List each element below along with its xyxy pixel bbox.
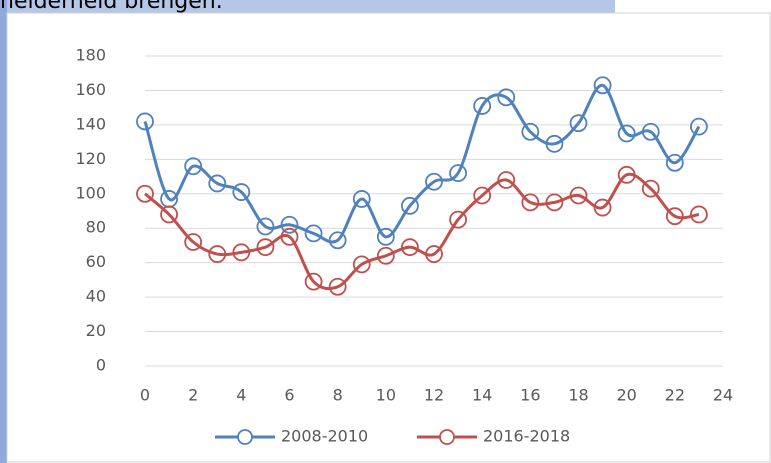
point-marker — [545, 193, 564, 212]
x-tick-label: 12 — [424, 386, 444, 405]
x-tick-label: 0 — [140, 386, 150, 405]
x-tick-label: 6 — [284, 386, 294, 405]
legend-marker — [439, 429, 455, 445]
point-marker — [184, 233, 203, 251]
y-tick-label: 120 — [75, 149, 106, 168]
point-marker — [256, 238, 275, 257]
point-marker — [328, 231, 347, 250]
x-tick-label: 14 — [472, 386, 492, 405]
point-marker — [232, 183, 251, 201]
y-tick-label: 180 — [75, 46, 106, 65]
x-tick-label: 22 — [665, 386, 685, 405]
x-tick-label: 18 — [568, 386, 588, 405]
y-tick-label: 60 — [86, 252, 106, 271]
point-marker — [569, 114, 588, 133]
legend-marker — [237, 429, 253, 445]
point-marker — [641, 179, 660, 198]
caption: helderheid brengen. — [0, 0, 223, 14]
x-tick-label: 8 — [333, 386, 343, 405]
point-marker — [160, 205, 178, 224]
point-marker — [136, 184, 154, 203]
legend-label: 2008-2010 — [281, 427, 368, 446]
point-marker — [304, 224, 323, 243]
point-marker — [136, 112, 154, 131]
point-marker — [328, 277, 347, 296]
point-marker — [593, 198, 612, 217]
x-tick-label: 20 — [616, 386, 636, 405]
point-marker — [521, 122, 540, 141]
caption-band — [0, 0, 615, 13]
point-marker — [473, 186, 492, 205]
point-marker — [665, 207, 684, 226]
series-line — [143, 83, 701, 244]
point-marker — [473, 97, 492, 115]
y-tick-label: 140 — [75, 114, 106, 133]
y-tick-label: 0 — [96, 356, 106, 375]
point-marker — [497, 171, 516, 189]
point-marker — [569, 186, 588, 205]
y-tick-label: 160 — [75, 80, 106, 99]
point-marker — [401, 238, 419, 257]
point-marker — [232, 243, 251, 262]
point-marker — [690, 117, 708, 136]
y-tick-label: 20 — [86, 321, 106, 340]
point-marker — [208, 245, 227, 263]
y-tick-label: 100 — [75, 183, 106, 202]
left-border — [0, 0, 7, 463]
point-marker — [617, 124, 636, 143]
series-line — [144, 172, 700, 291]
x-tick-label: 2 — [188, 386, 198, 405]
point-marker — [449, 164, 467, 183]
point-marker — [280, 227, 299, 246]
x-tick-label: 10 — [376, 386, 396, 405]
point-marker — [425, 172, 443, 191]
point-marker — [425, 245, 443, 263]
point-marker — [641, 122, 660, 141]
point-marker — [521, 193, 540, 212]
point-marker — [401, 196, 419, 215]
point-marker — [376, 227, 395, 246]
point-marker — [304, 272, 323, 291]
y-tick-label: 40 — [86, 287, 106, 306]
point-marker — [545, 134, 564, 153]
point-marker — [184, 157, 203, 176]
point-marker — [352, 255, 371, 274]
x-tick-label: 4 — [236, 386, 246, 405]
chart-frame — [6, 12, 771, 463]
point-marker — [690, 205, 708, 224]
point-marker — [280, 215, 299, 234]
point-marker — [352, 190, 371, 208]
point-marker — [208, 174, 227, 193]
y-tick-label: 80 — [86, 218, 106, 237]
point-marker — [376, 246, 395, 265]
point-marker — [665, 153, 684, 172]
point-marker — [617, 165, 636, 184]
x-tick-label: 16 — [520, 386, 540, 405]
x-tick-label: 24 — [713, 386, 733, 405]
legend-label: 2016-2018 — [483, 427, 570, 446]
point-marker — [256, 217, 275, 236]
point-marker — [449, 210, 467, 229]
point-marker — [497, 88, 516, 107]
point-marker — [593, 76, 612, 95]
